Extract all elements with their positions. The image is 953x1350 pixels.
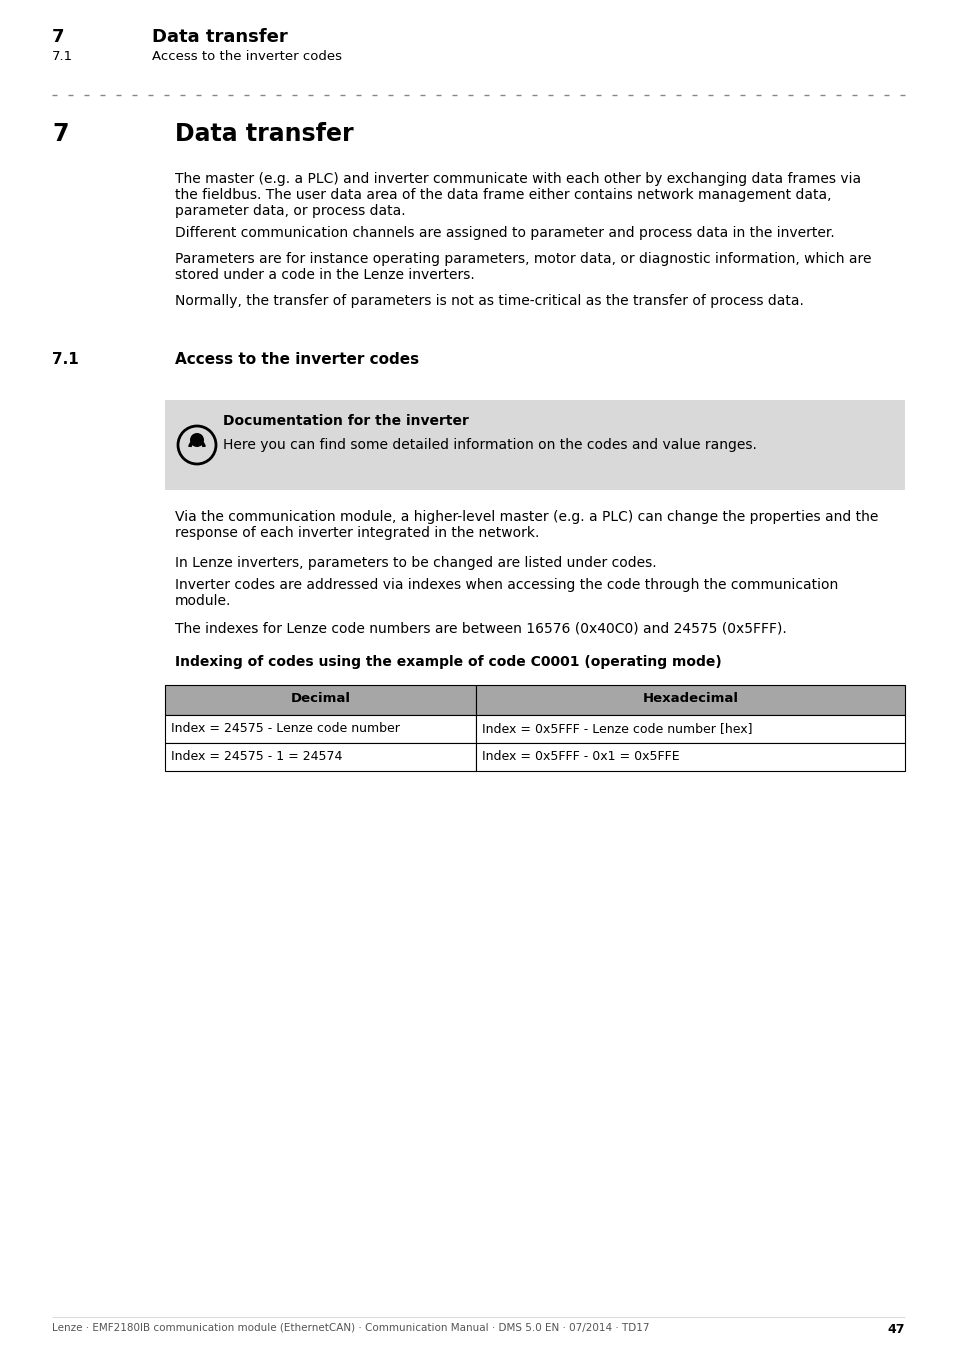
Text: Access to the inverter codes: Access to the inverter codes — [152, 50, 341, 63]
Text: 7: 7 — [52, 122, 69, 146]
Text: The master (e.g. a PLC) and inverter communicate with each other by exchanging d: The master (e.g. a PLC) and inverter com… — [174, 171, 861, 186]
FancyBboxPatch shape — [165, 400, 904, 490]
Text: Inverter codes are addressed via indexes when accessing the code through the com: Inverter codes are addressed via indexes… — [174, 578, 838, 593]
FancyBboxPatch shape — [476, 743, 904, 771]
Text: response of each inverter integrated in the network.: response of each inverter integrated in … — [174, 526, 538, 540]
FancyBboxPatch shape — [476, 684, 904, 716]
Text: Index = 0x5FFF - Lenze code number [hex]: Index = 0x5FFF - Lenze code number [hex] — [481, 722, 752, 734]
Text: Here you can find some detailed information on the codes and value ranges.: Here you can find some detailed informat… — [223, 437, 756, 452]
Text: Lenze · EMF2180IB communication module (EthernetCAN) · Communication Manual · DM: Lenze · EMF2180IB communication module (… — [52, 1323, 649, 1332]
FancyBboxPatch shape — [165, 716, 476, 742]
Text: Normally, the transfer of parameters is not as time-critical as the transfer of : Normally, the transfer of parameters is … — [174, 294, 803, 308]
Text: Index = 0x5FFF - 0x1 = 0x5FFE: Index = 0x5FFF - 0x1 = 0x5FFE — [481, 751, 679, 763]
Circle shape — [190, 433, 204, 447]
Text: Via the communication module, a higher-level master (e.g. a PLC) can change the : Via the communication module, a higher-l… — [174, 510, 878, 524]
Text: Access to the inverter codes: Access to the inverter codes — [174, 352, 418, 367]
Text: Hexadecimal: Hexadecimal — [641, 693, 738, 705]
Text: 47: 47 — [886, 1323, 904, 1336]
Text: Documentation for the inverter: Documentation for the inverter — [223, 414, 468, 428]
Text: the fieldbus. The user data area of the data frame either contains network manag: the fieldbus. The user data area of the … — [174, 188, 831, 202]
Text: Different communication channels are assigned to parameter and process data in t: Different communication channels are ass… — [174, 225, 834, 240]
Text: 7: 7 — [52, 28, 65, 46]
Text: In Lenze inverters, parameters to be changed are listed under codes.: In Lenze inverters, parameters to be cha… — [174, 556, 656, 570]
FancyBboxPatch shape — [165, 743, 476, 771]
Text: Parameters are for instance operating parameters, motor data, or diagnostic info: Parameters are for instance operating pa… — [174, 252, 871, 266]
Text: Index = 24575 - 1 = 24574: Index = 24575 - 1 = 24574 — [171, 751, 342, 763]
Text: module.: module. — [174, 594, 232, 608]
Text: Data transfer: Data transfer — [174, 122, 354, 146]
Text: 7.1: 7.1 — [52, 50, 73, 63]
Text: The indexes for Lenze code numbers are between 16576 (0x40C0) and 24575 (0x5FFF): The indexes for Lenze code numbers are b… — [174, 622, 786, 636]
Text: Index = 24575 - Lenze code number: Index = 24575 - Lenze code number — [171, 722, 399, 734]
FancyBboxPatch shape — [165, 684, 476, 716]
Text: 7.1: 7.1 — [52, 352, 79, 367]
FancyBboxPatch shape — [476, 716, 904, 742]
Text: Data transfer: Data transfer — [152, 28, 288, 46]
Text: Indexing of codes using the example of code C0001 (operating mode): Indexing of codes using the example of c… — [174, 655, 721, 670]
Text: stored under a code in the Lenze inverters.: stored under a code in the Lenze inverte… — [174, 269, 475, 282]
Text: parameter data, or process data.: parameter data, or process data. — [174, 204, 405, 217]
Text: Decimal: Decimal — [290, 693, 350, 705]
